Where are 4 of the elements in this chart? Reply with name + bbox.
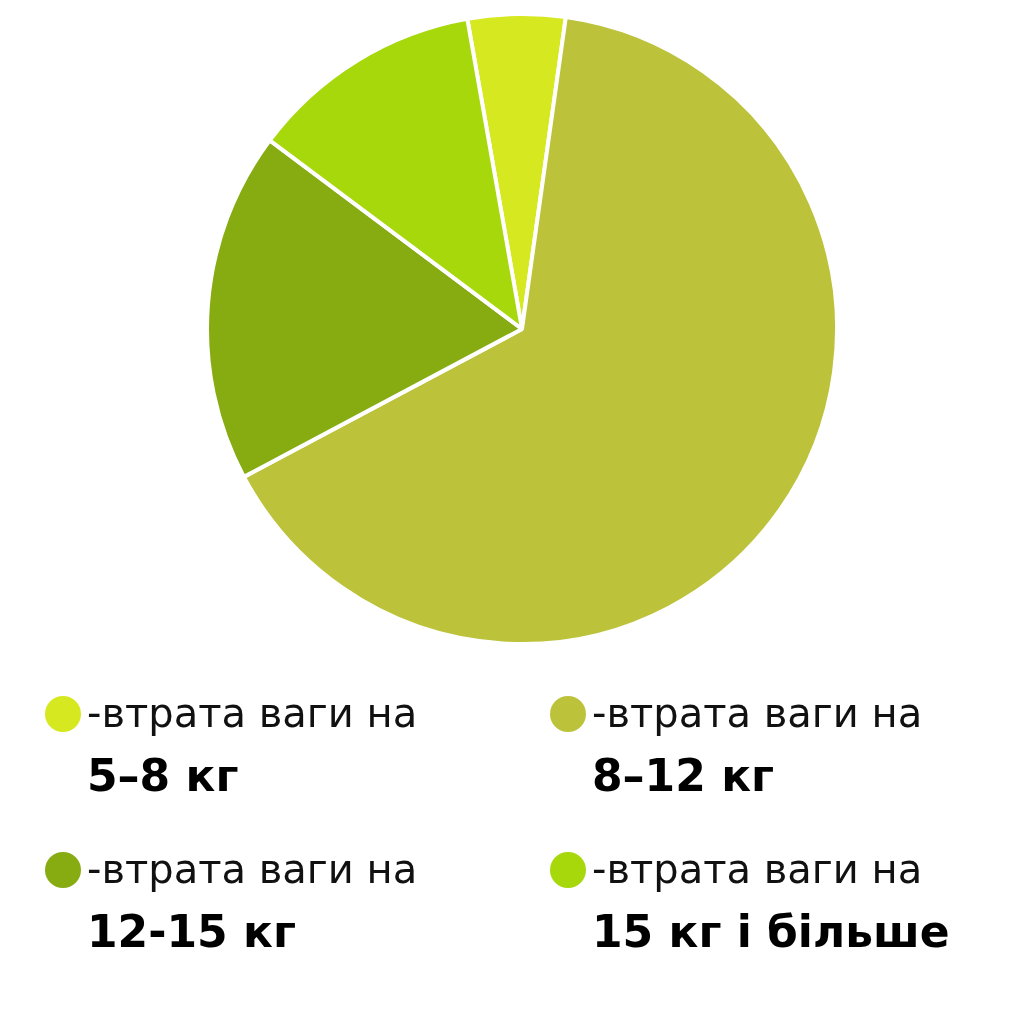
legend-label: -втрата ваги на 12-15 кг bbox=[87, 846, 418, 959]
legend-label: -втрата ваги на 15 кг і більше bbox=[592, 846, 950, 959]
legend-label: -втрата ваги на 5–8 кг bbox=[87, 690, 418, 803]
legend-label: -втрата ваги на 8–12 кг bbox=[592, 690, 923, 803]
